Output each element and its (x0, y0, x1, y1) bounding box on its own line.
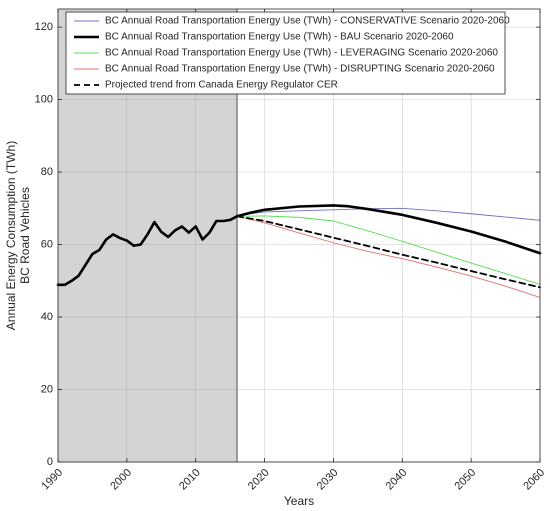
legend-entry-3: BC Annual Road Transportation Energy Use… (105, 48, 498, 59)
legend-entry-5: Projected trend from Canada Energy Regul… (105, 80, 338, 91)
x-tick-label: 2010 (177, 467, 203, 493)
y-axis-label-line-2: BC Road Vehicles (18, 187, 32, 284)
x-tick-label: 2060 (521, 467, 547, 493)
y-tick-label: 0 (47, 456, 53, 468)
y-tick-label: 120 (35, 21, 53, 33)
plot-frame (57, 8, 541, 463)
y-tick-label: 100 (35, 94, 53, 106)
x-tick-label: 2040 (384, 467, 410, 493)
series-layer (56, 204, 542, 298)
x-tick-label: 1990 (39, 467, 65, 493)
series-line-2 (56, 204, 542, 287)
x-tick-label: 2030 (315, 467, 341, 493)
legend-entry-2: BC Annual Road Transportation Energy Use… (105, 32, 454, 43)
x-tick-label: 2020 (246, 467, 272, 493)
series-line-5 (236, 215, 541, 289)
y-tick-label: 20 (41, 383, 53, 395)
y-axis-label-line-1: Annual Energy Consumption (TWh) (4, 141, 18, 330)
y-tick-label: 40 (41, 311, 53, 323)
x-tick-label: 2050 (453, 467, 479, 493)
series-line-3 (236, 215, 541, 285)
legend-entry-1: BC Annual Road Transportation Energy Use… (105, 16, 510, 27)
series-line-4 (236, 215, 541, 298)
legend: BC Annual Road Transportation Energy Use… (65, 11, 510, 95)
x-axis-label: Years (284, 494, 314, 508)
legend-box (65, 11, 506, 95)
x-tick-label: 2000 (108, 467, 134, 493)
y-tick-label: 80 (41, 166, 53, 178)
legend-entry-4: BC Annual Road Transportation Energy Use… (105, 64, 495, 75)
y-tick-label: 60 (41, 238, 53, 250)
